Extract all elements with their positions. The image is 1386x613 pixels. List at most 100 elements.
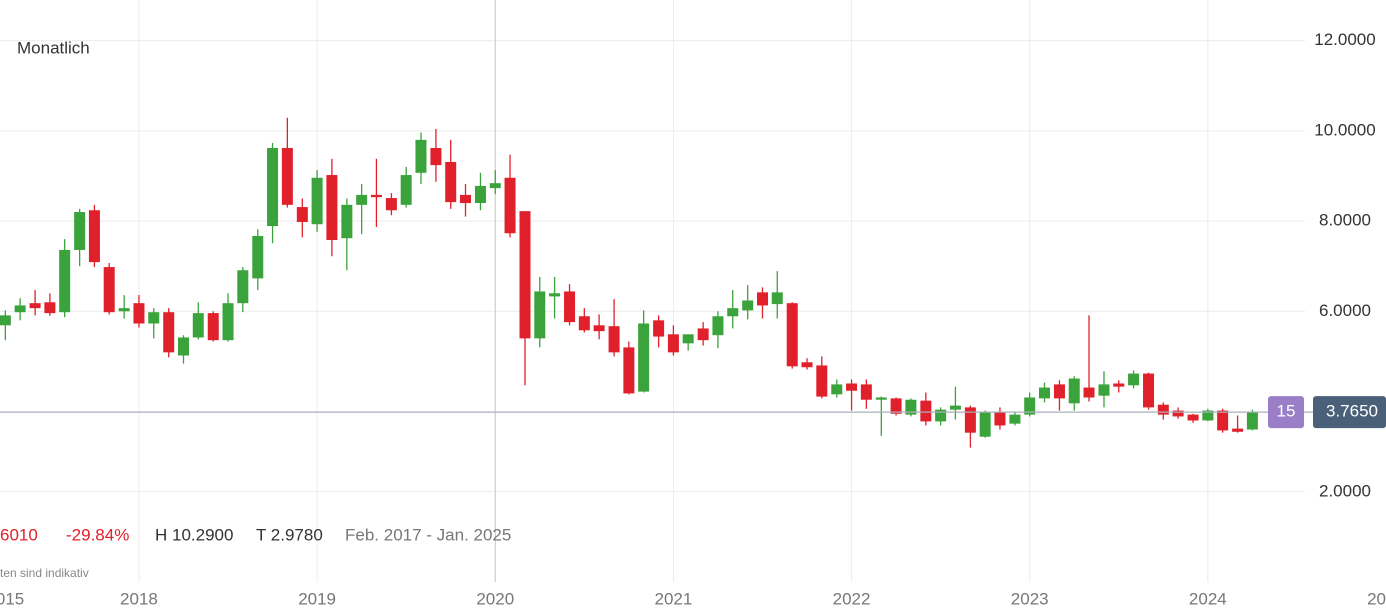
x-tick-label: 2021 <box>654 589 692 608</box>
candle-body <box>979 412 991 437</box>
range-info: Feb. 2017 - Jan. 2025 <box>345 525 511 544</box>
candle-body <box>1232 428 1244 432</box>
candle-body <box>534 291 546 339</box>
candle-body <box>44 302 56 314</box>
candle-body <box>1187 414 1199 421</box>
x-tick-label: 2019 <box>298 589 336 608</box>
x-tick-label: 2018 <box>120 589 158 608</box>
candle-body <box>1143 373 1155 408</box>
candle-body <box>890 398 902 414</box>
candle-body <box>801 362 813 368</box>
interval-label[interactable]: Monatlich <box>17 38 90 57</box>
candle-body <box>742 300 754 311</box>
candle-body <box>519 211 531 339</box>
candle-body <box>118 308 130 312</box>
high-info: H 10.2900 <box>155 525 233 544</box>
candle-body <box>1246 412 1258 430</box>
candle-body <box>593 325 605 332</box>
candle-body <box>415 139 427 173</box>
grid <box>0 0 1305 582</box>
candle-body <box>29 303 41 309</box>
candle-body <box>846 383 858 391</box>
badge-bg <box>1268 396 1304 429</box>
candle-body <box>400 175 412 205</box>
candle-body <box>653 320 665 337</box>
candle-body <box>964 407 976 433</box>
candle-body <box>133 303 145 324</box>
candle-body <box>0 315 11 326</box>
candle-body <box>1009 414 1021 424</box>
disclaimer: ten sind indikativ <box>0 566 89 580</box>
y-tick-label: 2.0000 <box>1319 481 1371 500</box>
candle-body <box>14 305 26 313</box>
x-tick-label: 2024 <box>1189 589 1227 608</box>
x-tick-label: 2023 <box>1011 589 1049 608</box>
candle-body <box>1024 397 1036 415</box>
candle-body <box>474 185 486 204</box>
candle-body <box>163 312 175 353</box>
candle-body <box>192 313 204 338</box>
candle-body <box>489 183 501 189</box>
candle-body <box>1157 404 1169 415</box>
candle-body <box>623 347 635 394</box>
y-tick-label: 10.0000 <box>1314 120 1375 139</box>
candle-body <box>771 292 783 305</box>
candle-body <box>281 147 293 205</box>
candle-body <box>222 303 234 341</box>
candle-body <box>385 198 397 211</box>
candle-body <box>564 291 576 323</box>
candle-body <box>177 337 189 356</box>
candle-body <box>148 312 160 324</box>
y-tick-label: 8.0000 <box>1319 211 1371 230</box>
candle-body <box>460 194 472 204</box>
candle-body <box>1038 387 1050 399</box>
y-tick-label: 12.0000 <box>1314 30 1375 49</box>
candle-body <box>1098 384 1110 396</box>
candle-body <box>430 147 442 166</box>
change-percent: -29.84% <box>66 525 129 544</box>
candle-body <box>786 303 798 367</box>
candle-body <box>905 399 917 415</box>
candle-body <box>549 293 561 297</box>
candle-body <box>697 328 709 341</box>
candle-body <box>727 308 739 317</box>
candle-body <box>1113 383 1125 387</box>
candle-body <box>445 161 457 203</box>
candle-body <box>267 147 279 227</box>
candle-body <box>237 270 249 304</box>
candle-body <box>712 316 724 336</box>
candle-body <box>296 207 308 222</box>
candle-body <box>578 316 590 331</box>
candle-body <box>1172 410 1184 417</box>
candle-body <box>667 334 679 353</box>
candle-body <box>638 323 650 392</box>
change: 6010 <box>0 525 38 544</box>
low-info: T 2.9780 <box>256 525 323 544</box>
candle-body <box>860 384 872 400</box>
x-tick-label: 2022 <box>833 589 871 608</box>
candle-body <box>875 397 887 400</box>
candle-body <box>59 249 71 313</box>
candle-body <box>103 267 115 313</box>
candle-body <box>994 412 1006 426</box>
candle-body <box>1053 384 1065 399</box>
candle-body <box>1083 387 1095 398</box>
x-tick-label: 2020 <box>476 589 514 608</box>
candle-body <box>949 405 961 410</box>
candle-body <box>756 292 768 306</box>
candle-body <box>1202 410 1214 421</box>
candles <box>0 117 1258 448</box>
candle-body <box>504 177 516 234</box>
x-tick-label: 2025 <box>1367 589 1386 608</box>
candle-body <box>311 177 323 225</box>
candle-body <box>682 334 694 344</box>
candle-body <box>207 313 219 341</box>
candle-body <box>370 194 382 198</box>
candle-body <box>935 409 947 422</box>
candle-body <box>356 194 368 205</box>
candle-body <box>1128 373 1140 386</box>
